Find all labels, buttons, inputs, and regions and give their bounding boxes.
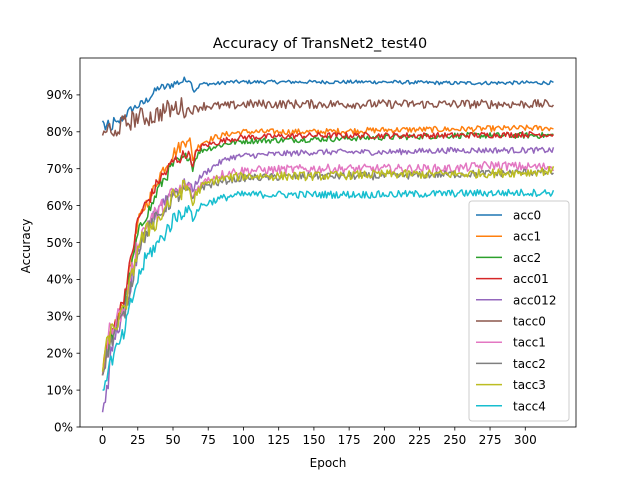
y-tick-label: 10% [46,383,73,397]
series-line-tacc3 [101,165,555,372]
legend-label-acc0: acc0 [513,209,541,223]
y-tick-label: 60% [46,199,73,213]
legend-label-acc01: acc01 [513,272,549,286]
legend-box [468,200,570,422]
y-tick-label: 40% [46,273,73,287]
legend-label-tacc2: tacc2 [513,357,546,371]
x-tick-label: 50 [165,433,180,447]
x-axis-label: Epoch [310,456,347,470]
x-axis: 0 25 50 75 100 125 150 175 200 225 250 275 300 [99,427,537,447]
y-tick-label: 90% [46,88,73,102]
series-line-acc01 [101,131,555,376]
x-tick-label: 75 [201,433,216,447]
series-line-acc1 [101,124,554,376]
chart-title: Accuracy of TransNet2_test40 [213,36,427,52]
y-tick-label: 0% [54,420,73,434]
series-line-acc2 [101,131,554,376]
legend-label-tacc0: tacc0 [513,315,546,329]
x-tick-label: 100 [232,433,255,447]
y-tick-label: 30% [46,310,73,324]
x-tick-label: 250 [443,433,466,447]
y-axis-label: Accuracy [19,219,33,274]
x-tick-label: 25 [130,433,145,447]
legend-label-acc1: acc1 [513,230,541,244]
x-tick-label: 175 [338,433,361,447]
y-tick-label: 80% [46,125,73,139]
x-tick-label: 150 [302,433,325,447]
x-tick-label: 125 [267,433,290,447]
legend-label-tacc4: tacc4 [513,399,546,413]
y-tick-label: 70% [46,162,73,176]
x-tick-label: 0 [99,433,107,447]
legend-label-acc2: acc2 [513,251,541,265]
y-tick-label: 50% [46,236,73,250]
x-tick-label: 300 [514,433,537,447]
series-line-tacc0 [101,97,555,137]
legend-label-acc012: acc012 [513,293,556,307]
y-tick-label: 20% [46,347,73,361]
x-tick-label: 200 [373,433,396,447]
legend-label-tacc3: tacc3 [513,378,546,392]
x-tick-label: 275 [479,433,502,447]
series-line-acc0 [101,76,554,132]
y-axis: 0% 10% 20% 30% 40% 50% 60% 70% 80% 90% [46,88,80,434]
legend-label-tacc1: tacc1 [513,336,546,350]
series-line-tacc4 [102,188,555,391]
legend: acc0 acc1 acc2 acc01 acc012 tacc0 tacc1 tacc2 ta… [468,200,570,422]
x-tick-label: 225 [408,433,431,447]
